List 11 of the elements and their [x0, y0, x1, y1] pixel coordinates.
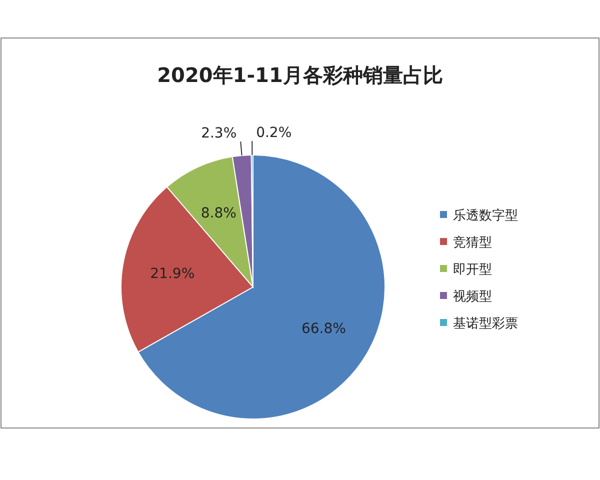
chart-title: 2020年1-11月各彩种销量占比 — [157, 63, 443, 87]
legend-label: 竞猜型 — [453, 236, 492, 251]
data-label: 2.3% — [201, 126, 237, 142]
data-label: 66.8% — [301, 321, 346, 338]
legend-label: 即开型 — [453, 262, 492, 278]
legend-label: 基诺型彩票 — [453, 316, 518, 332]
legend-label: 视频型 — [453, 290, 492, 305]
data-label: 0.2% — [256, 125, 292, 142]
legend-label: 乐透数字型 — [453, 208, 518, 224]
data-label: 21.9% — [150, 266, 195, 282]
data-label: 8.8% — [200, 206, 236, 222]
